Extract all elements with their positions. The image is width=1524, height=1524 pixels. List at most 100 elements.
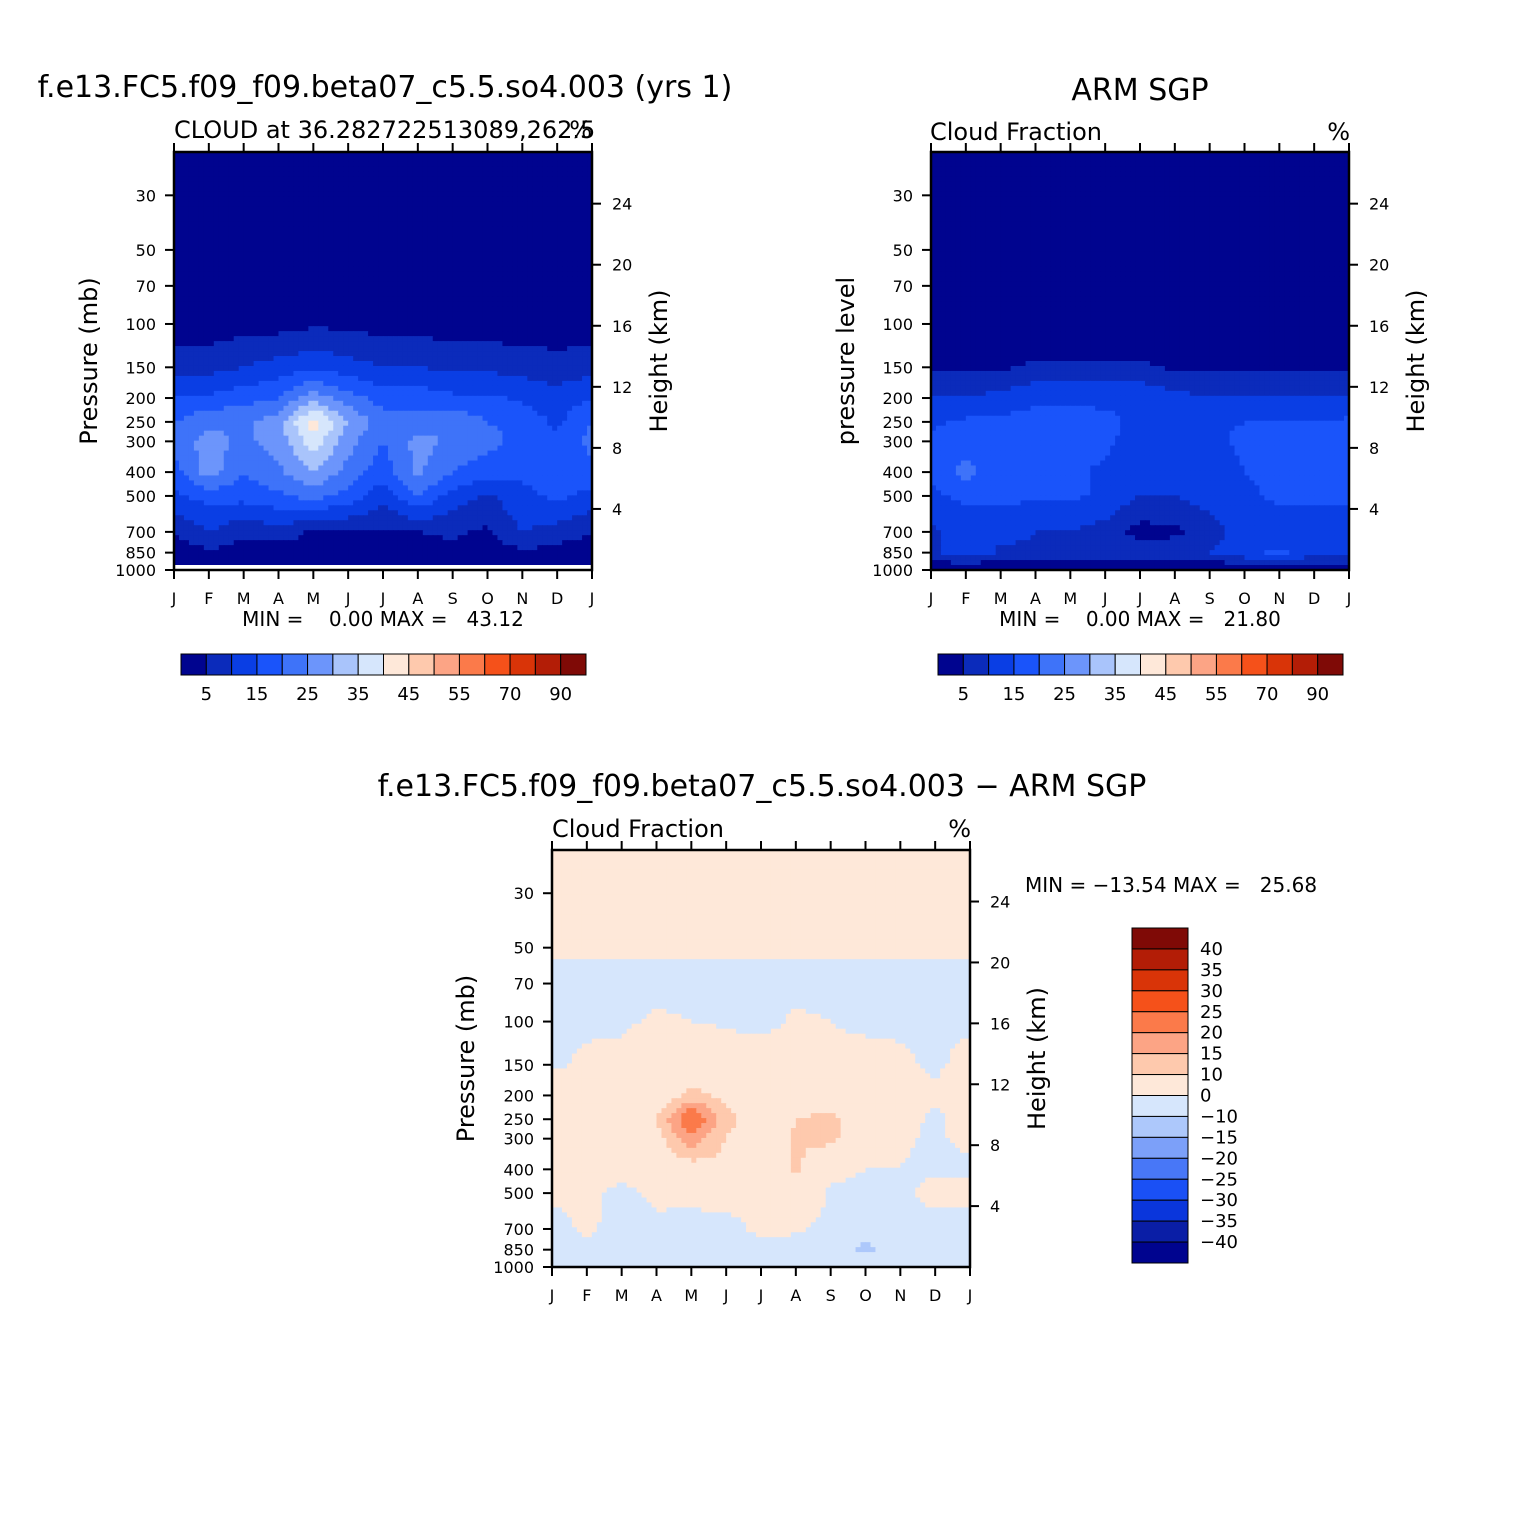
contour-cell	[398, 242, 404, 248]
contour-cell	[463, 376, 469, 382]
contour-cell	[473, 326, 479, 332]
contour-cell	[373, 177, 379, 183]
contour-cell	[368, 441, 374, 447]
contour-cell	[453, 306, 459, 312]
contour-cell	[274, 212, 280, 218]
contour-cell	[443, 336, 449, 342]
contour-cell	[557, 227, 563, 233]
contour-cell	[557, 266, 563, 272]
contour-cell	[219, 396, 225, 402]
contour-cell	[308, 252, 314, 258]
contour-cell	[502, 411, 508, 417]
contour-cell	[488, 436, 494, 442]
contour-cell	[572, 356, 578, 362]
contour-cell	[577, 421, 583, 427]
contour-cell	[403, 386, 409, 392]
contour-cell	[517, 172, 523, 178]
contour-cell	[303, 162, 309, 168]
contour-cell	[244, 197, 250, 203]
contour-cell	[219, 306, 225, 312]
contour-cell	[318, 242, 324, 248]
contour-cell	[254, 266, 260, 272]
contour-cell	[288, 252, 294, 258]
contour-cell	[328, 351, 334, 357]
contour-cell	[368, 286, 374, 292]
contour-cell	[244, 411, 250, 417]
contour-cell	[468, 321, 474, 327]
contour-cell	[388, 321, 394, 327]
contour-cell	[368, 237, 374, 243]
contour-cell	[438, 306, 444, 312]
contour-cell	[418, 237, 424, 243]
contour-cell	[512, 207, 518, 213]
contour-cell	[298, 411, 304, 417]
contour-cell	[532, 316, 538, 322]
contour-cell	[353, 441, 359, 447]
contour-cell	[259, 311, 265, 317]
contour-cell	[388, 177, 394, 183]
contour-cell	[562, 187, 568, 193]
contour-cell	[473, 316, 479, 322]
contour-cell	[423, 421, 429, 427]
contour-cell	[433, 162, 439, 168]
contour-cell	[562, 242, 568, 248]
contour-cell	[368, 326, 374, 332]
contour-cell	[473, 366, 479, 372]
contour-cell	[443, 276, 449, 282]
contour-cell	[323, 411, 329, 417]
contour-cell	[179, 217, 185, 223]
contour-cell	[343, 167, 349, 173]
contour-cell	[473, 281, 479, 287]
contour-cell	[552, 202, 558, 208]
contour-cell	[323, 336, 329, 342]
contour-cell	[522, 411, 528, 417]
contour-cell	[428, 391, 434, 397]
contour-cell	[532, 187, 538, 193]
contour-cell	[577, 436, 583, 442]
contour-cell	[393, 321, 399, 327]
contour-cell	[368, 281, 374, 287]
contour-cell	[179, 396, 185, 402]
contour-cell	[478, 257, 484, 263]
contour-cell	[229, 421, 235, 427]
contour-cell	[473, 421, 479, 427]
contour-cell	[507, 252, 513, 258]
contour-cell	[393, 242, 399, 248]
contour-cell	[313, 162, 319, 168]
contour-cell	[542, 162, 548, 168]
contour-cell	[537, 316, 543, 322]
contour-cell	[453, 271, 459, 277]
contour-cell	[254, 386, 260, 392]
contour-cell	[443, 192, 449, 198]
contour-cell	[572, 197, 578, 203]
contour-cell	[249, 257, 255, 263]
contour-cell	[348, 431, 354, 437]
contour-cell	[527, 212, 533, 218]
contour-cell	[229, 326, 235, 332]
contour-cell	[448, 172, 454, 178]
contour-cell	[433, 252, 439, 258]
contour-cell	[522, 386, 528, 392]
contour-cell	[328, 381, 334, 387]
contour-cell	[199, 266, 205, 272]
contour-cell	[343, 306, 349, 312]
contour-cell	[358, 316, 364, 322]
contour-cell	[378, 436, 384, 442]
contour-cell	[323, 247, 329, 253]
contour-cell	[219, 162, 225, 168]
contour-cell	[413, 391, 419, 397]
contour-cell	[184, 261, 190, 267]
contour-cell	[184, 431, 190, 437]
contour-cell	[313, 331, 319, 337]
contour-cell	[179, 341, 185, 347]
contour-cell	[522, 261, 528, 267]
contour-cell	[184, 371, 190, 377]
contour-cell	[259, 202, 265, 208]
contour-cell	[582, 326, 588, 332]
contour-cell	[214, 371, 220, 377]
contour-cell	[204, 217, 210, 223]
contour-cell	[453, 301, 459, 307]
contour-cell	[194, 441, 200, 447]
contour-cell	[219, 227, 225, 233]
contour-cell	[283, 336, 289, 342]
